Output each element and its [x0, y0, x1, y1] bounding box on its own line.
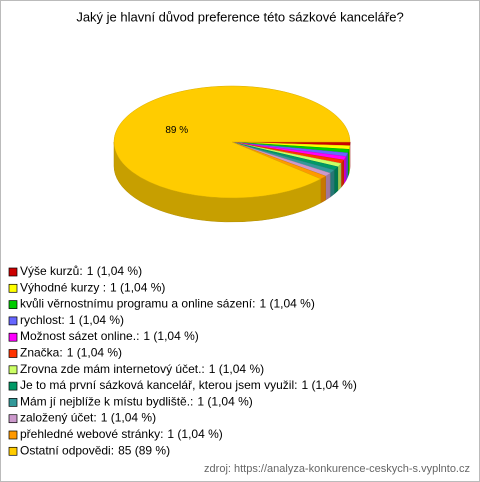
legend-swatch: [8, 381, 18, 391]
slice-side: [345, 152, 348, 182]
slice: [113, 85, 351, 199]
legend-label: Možnost sázet online.:: [20, 329, 139, 343]
legend-label: Zrovna zde mám internetový účet.:: [20, 362, 205, 376]
legend-label: Mám jí nejblíže k místu bydliště.:: [20, 395, 193, 409]
legend-swatch: [8, 446, 18, 456]
legend-swatch: [8, 316, 18, 326]
legend-entry: založený účet: 1 (1,04 %): [20, 411, 156, 425]
legend-value: 1 (1,04 %): [259, 297, 314, 311]
legend-value: 1 (1,04 %): [301, 378, 356, 392]
slice-side: [325, 172, 331, 201]
legend-swatch: [8, 332, 18, 342]
legend-label: rychlost:: [20, 313, 65, 327]
legend-entry: kvůli věrnostnímu programu a online sáze…: [20, 297, 315, 311]
legend-label: kvůli věrnostnímu programu a online sáze…: [20, 297, 255, 311]
legend-entry: Výhodné kurzy : 1 (1,04 %): [20, 280, 165, 294]
legend-swatch: [8, 365, 18, 375]
legend-entry: Možnost sázet online.: 1 (1,04 %): [20, 329, 199, 343]
legend-entry: Mám jí nejblíže k místu bydliště.: 1 (1,0…: [20, 395, 253, 409]
slice-side: [343, 155, 347, 185]
legend-label: Výhodné kurzy :: [20, 280, 106, 294]
slice-side: [320, 175, 326, 204]
legend-entry: Je to má první sázková kancelář, kterou …: [20, 378, 357, 392]
legend-value: 1 (1,04 %): [143, 329, 198, 343]
legend-value: 1 (1,04 %): [167, 427, 222, 441]
legend-entry: Značka: 1 (1,04 %): [20, 346, 122, 360]
legend-value: 1 (1,04 %): [67, 346, 122, 360]
legend-swatch: [8, 414, 18, 424]
legend-entry: Výše kurzů: 1 (1,04 %): [20, 264, 142, 278]
legend-entry: Ostatní odpovědi: 85 (89 %): [20, 443, 170, 457]
legend-value: 1 (1,04 %): [197, 395, 252, 409]
legend-label: Je to má první sázková kancelář, kterou …: [20, 378, 297, 392]
source: zdroj: https://analyza-konkurence-ceskyc…: [204, 463, 470, 475]
legend-value: 1 (1,04 %): [110, 280, 165, 294]
legend-label: Výše kurzů:: [20, 264, 83, 278]
slice-side: [333, 166, 339, 195]
slice-side: [340, 159, 344, 189]
legend-value: 1 (1,04 %): [69, 313, 124, 327]
legend-swatch: [8, 267, 18, 277]
legend-value: 1 (1,04 %): [101, 411, 156, 425]
slice-label: 89 %: [165, 125, 188, 136]
legend-label: Ostatní odpovědi:: [20, 443, 114, 457]
legend-swatch: [8, 398, 18, 407]
legend-swatch: [8, 349, 18, 358]
legend-value: 85 (89 %): [118, 443, 170, 457]
legend-swatch: [8, 430, 18, 440]
chart-title: Jaký je hlavní důvod preference této sáz…: [76, 9, 403, 24]
legend-entry: rychlost: 1 (1,04 %): [20, 313, 124, 327]
slice-side: [337, 162, 342, 192]
legend-value: 1 (1,04 %): [87, 264, 142, 278]
legend-swatch: [8, 300, 18, 309]
slice-side: [329, 169, 335, 198]
legend-label: Značka:: [20, 346, 63, 360]
legend-swatch: [8, 283, 18, 293]
legend-label: založený účet:: [20, 411, 97, 425]
legend-entry: přehledné webové stránky: 1 (1,04 %): [20, 427, 223, 441]
legend-label: přehledné webové stránky:: [20, 427, 163, 441]
legend-value: 1 (1,04 %): [209, 362, 264, 376]
legend-entry: Zrovna zde mám internetový účet.: 1 (1,04…: [20, 362, 264, 376]
